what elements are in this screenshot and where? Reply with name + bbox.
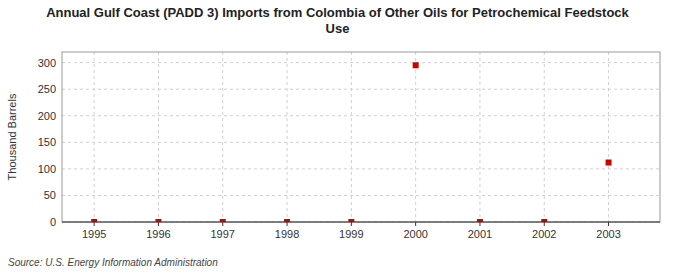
point (413, 62, 419, 68)
x-axis: 1995 1996 1997 1998 1999 2000 2001 2002 2003 (82, 222, 621, 240)
grid-line-x (479, 52, 480, 222)
x-tick-label: 2002 (532, 228, 556, 240)
point (220, 219, 226, 222)
grid-line-y (62, 62, 660, 63)
chart: 1995 1996 1997 1998 1999 2000 2001 2002 2003 0 50 1… (0, 0, 675, 275)
point (606, 160, 612, 166)
grid-line-x (94, 52, 95, 222)
y-axis: 0 50 100 150 200 250 300 (38, 57, 56, 228)
y-tick-label: 200 (38, 110, 56, 122)
x-tick (351, 222, 352, 226)
grid-line-y (62, 142, 660, 143)
grid-line-x (351, 52, 352, 222)
x-tick-label: 1995 (82, 228, 106, 240)
points (91, 62, 611, 222)
x-tick-label: 2003 (596, 228, 620, 240)
y-tick-label: 250 (38, 83, 56, 95)
x-tick-label: 1999 (339, 228, 363, 240)
grid-line-y (62, 195, 660, 196)
plot-frame (62, 52, 660, 222)
y-tick-label: 50 (44, 189, 56, 201)
point (155, 219, 161, 222)
grid (62, 52, 660, 222)
x-tick (287, 222, 288, 226)
x-tick-label: 1996 (146, 228, 170, 240)
y-tick-label: 0 (50, 216, 56, 228)
x-tick (222, 222, 223, 226)
title-line: Annual Gulf Coast (PADD 3) Imports from … (46, 5, 629, 20)
title-line: Use (326, 21, 350, 36)
x-tick-label: 2001 (468, 228, 492, 240)
x-axis-line (62, 222, 660, 223)
y-tick-label: 300 (38, 57, 56, 69)
x-tick (608, 222, 609, 226)
point (284, 219, 290, 222)
grid-line-x (544, 52, 545, 222)
grid-line-x (158, 52, 159, 222)
y-axis-label: Thousand Barrels (6, 93, 18, 180)
x-tick (158, 222, 159, 226)
source: Source: U.S. Energy Information Administ… (8, 257, 218, 268)
title: Annual Gulf Coast (PADD 3) Imports from … (46, 5, 629, 36)
point (477, 219, 483, 222)
grid-line-x (287, 52, 288, 222)
grid-line-x (415, 52, 416, 222)
x-tick (94, 222, 95, 226)
x-tick-label: 1998 (275, 228, 299, 240)
point (91, 219, 97, 222)
grid-line-x (222, 52, 223, 222)
point (348, 219, 354, 222)
grid-line-y (62, 115, 660, 116)
x-tick-label: 1997 (211, 228, 235, 240)
grid-line-y (62, 89, 660, 90)
x-tick-label: 2000 (403, 228, 427, 240)
x-tick (415, 222, 416, 226)
x-tick (544, 222, 545, 226)
grid-line-y (62, 222, 660, 223)
x-tick (479, 222, 480, 226)
grid-line-x (608, 52, 609, 222)
y-tick-label: 100 (38, 163, 56, 175)
point (541, 219, 547, 222)
y-tick-label: 150 (38, 136, 56, 148)
grid-line-y (62, 168, 660, 169)
